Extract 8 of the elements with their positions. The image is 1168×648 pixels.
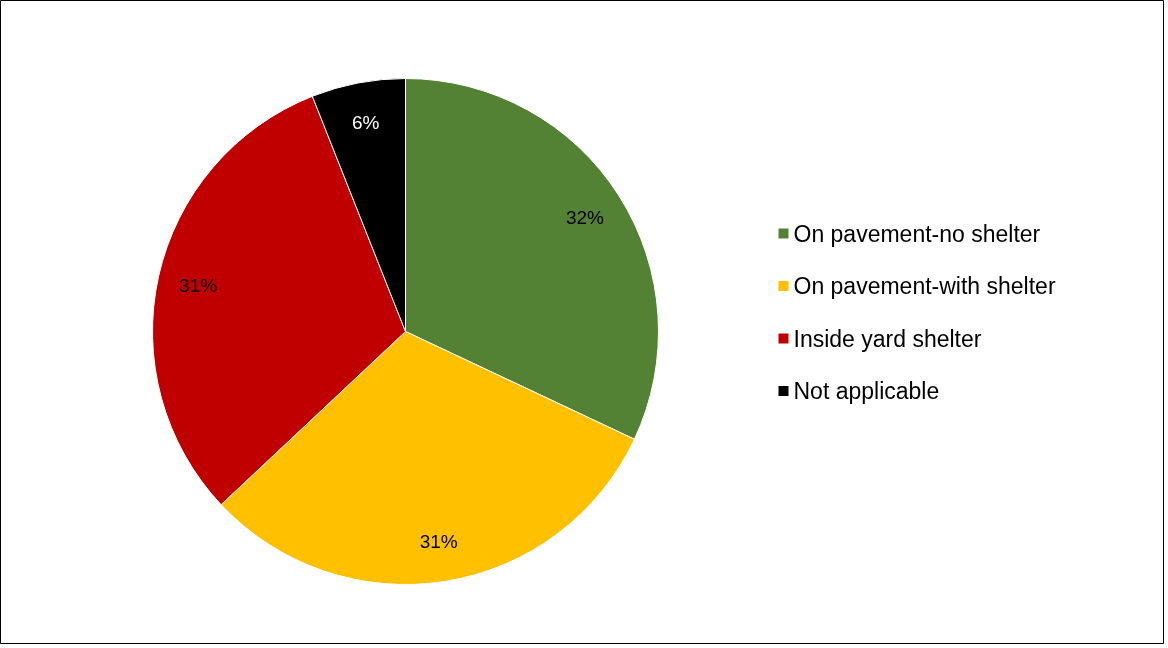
legend-label: On pavement-no shelter <box>793 220 1041 247</box>
legend-label: Not applicable <box>793 378 940 404</box>
legend-label: On pavement-with shelter <box>793 273 1056 299</box>
data-label: 32% <box>565 207 605 229</box>
data-label: 31% <box>179 274 218 296</box>
data-label: 31% <box>419 530 458 552</box>
legend-label: Inside yard shelter <box>793 325 982 352</box>
data-label: 6% <box>351 112 380 134</box>
